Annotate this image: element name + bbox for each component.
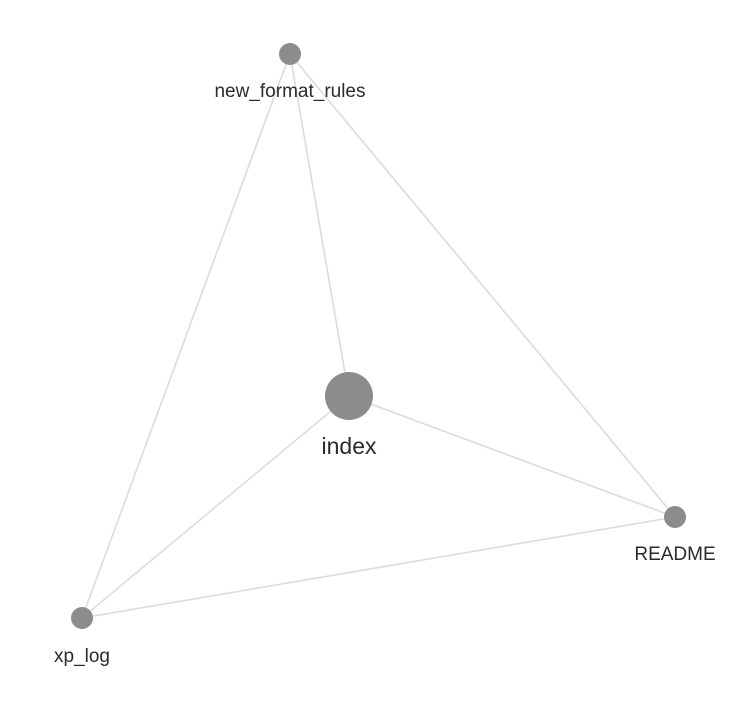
node-xp_log[interactable]: xp_log <box>54 607 110 667</box>
node-circle-index[interactable] <box>325 372 373 420</box>
node-label-index: index <box>322 433 377 459</box>
node-README[interactable]: README <box>634 506 716 565</box>
edge-index-xp_log <box>81 395 350 619</box>
node-label-xp_log: xp_log <box>54 646 110 667</box>
node-label-README: README <box>634 544 715 565</box>
node-index[interactable]: index <box>322 372 377 459</box>
edges-layer <box>81 53 676 619</box>
edge-README-xp_log <box>81 516 676 619</box>
node-circle-new_format_rules[interactable] <box>279 43 301 65</box>
edge-new_format_rules-index <box>289 53 350 397</box>
node-label-new_format_rules: new_format_rules <box>214 81 365 102</box>
edge-index-README <box>348 395 676 518</box>
nodes-layer: new_format_rules index README xp_log <box>54 43 716 667</box>
edge-new_format_rules-README <box>289 53 676 518</box>
node-circle-README[interactable] <box>664 506 686 528</box>
edge-new_format_rules-xp_log <box>81 53 291 619</box>
node-new_format_rules[interactable]: new_format_rules <box>214 43 366 102</box>
node-circle-xp_log[interactable] <box>71 607 93 629</box>
